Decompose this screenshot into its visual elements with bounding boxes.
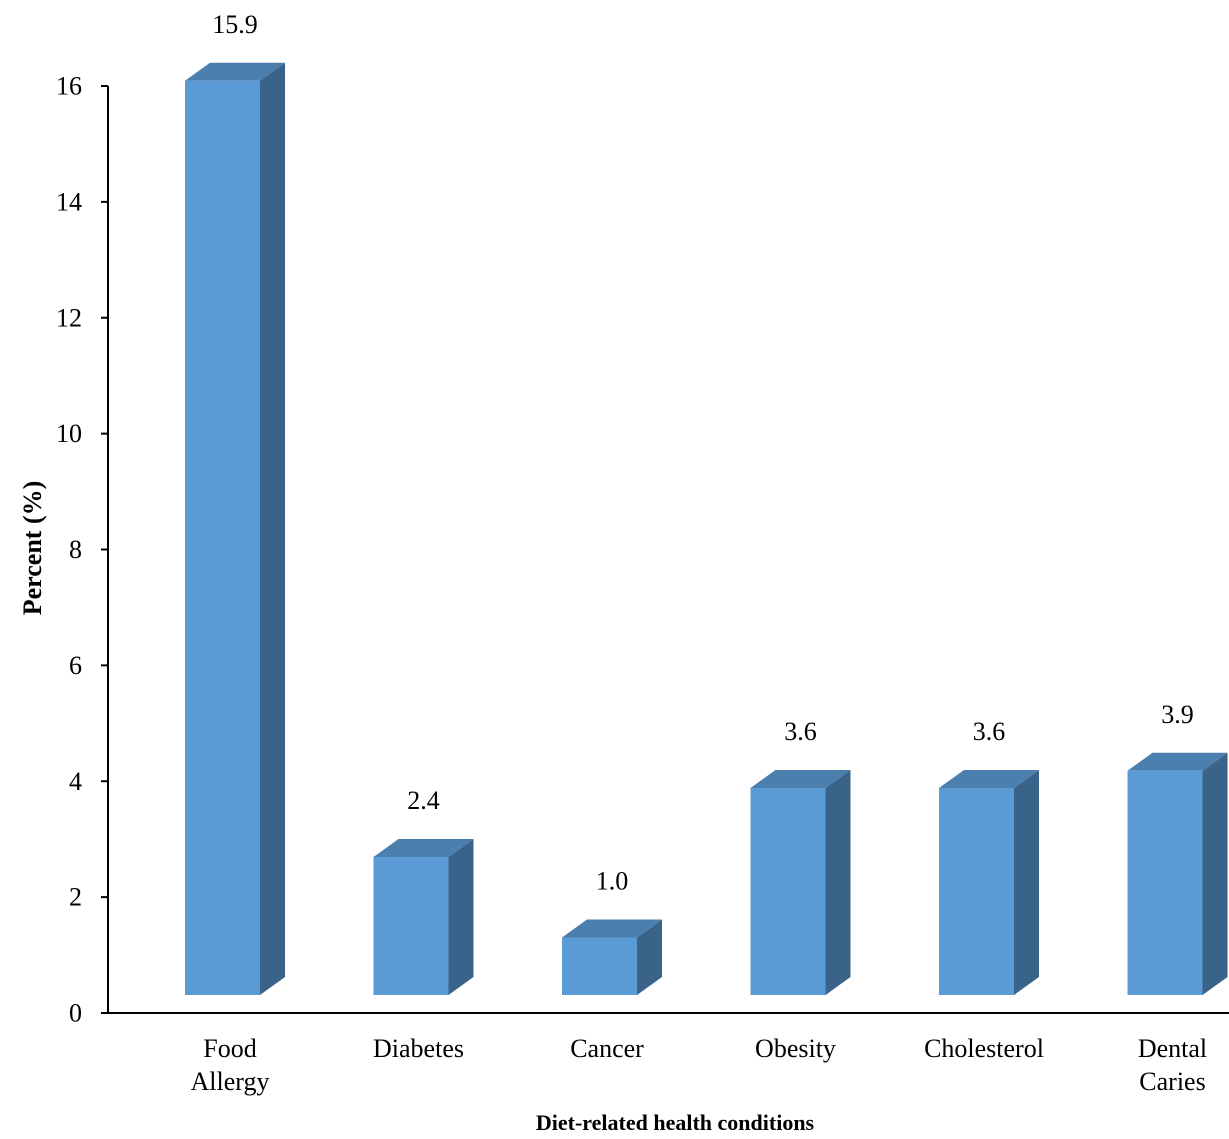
y-tick-label: 4 — [69, 767, 82, 796]
x-category-label: Food Allergy — [191, 1034, 270, 1096]
data-label: 3.6 — [973, 717, 1006, 746]
bar-6 — [1127, 752, 1228, 995]
bar-side-face — [1202, 752, 1228, 995]
bar-side-face — [825, 770, 851, 995]
y-tick-label: 16 — [56, 72, 82, 101]
y-axis-title: Percent (%) — [18, 481, 47, 616]
bar-side-face — [448, 839, 474, 995]
x-axis: Food Allergy Diabetes Cancer Obesity Choleste… — [108, 1012, 1229, 1096]
y-tick-label: 0 — [69, 999, 82, 1028]
bars-group: 15.9 2.4 1.0 3.6 3.6 3.9 — [185, 10, 1228, 995]
bar-3 — [562, 919, 662, 995]
y-tick-label: 14 — [56, 187, 82, 216]
bar-side-face — [1014, 770, 1039, 995]
y-tick-label: 6 — [69, 651, 82, 680]
bar-top-face — [1127, 752, 1228, 771]
bar-front-face — [185, 80, 260, 995]
x-category-label: Cholesterol — [924, 1034, 1044, 1063]
bar-4 — [750, 770, 851, 995]
x-axis-title: Diet-related health conditions — [536, 1110, 815, 1135]
bar-side-face — [260, 62, 285, 995]
bar-2 — [373, 839, 474, 995]
data-label: 1.0 — [596, 867, 629, 896]
y-tick-label: 8 — [69, 535, 82, 564]
bar-top-face — [373, 839, 474, 857]
bar-1 — [185, 62, 285, 995]
bar-top-face — [562, 919, 662, 938]
bar-front-face — [1127, 770, 1203, 995]
data-label: 2.4 — [407, 786, 440, 815]
data-label: 15.9 — [212, 10, 258, 39]
bar-front-face — [750, 788, 826, 995]
bar-front-face — [373, 857, 449, 995]
bar-front-face — [939, 788, 1014, 995]
y-axis: 0 2 4 6 8 10 12 14 16 — [56, 72, 109, 1028]
bar-front-face — [562, 937, 637, 995]
y-tick-label: 10 — [56, 419, 82, 448]
bar-top-face — [939, 770, 1039, 788]
bar-side-face — [637, 919, 662, 995]
bar-top-face — [185, 62, 285, 81]
data-label: 3.6 — [784, 717, 817, 746]
x-category-label: Obesity — [755, 1034, 836, 1063]
x-category-label: Dental Caries — [1138, 1034, 1207, 1096]
x-category-label: Diabetes — [373, 1034, 464, 1063]
x-category-label: Cancer — [570, 1034, 644, 1063]
bar-top-face — [750, 770, 851, 788]
bar-5 — [939, 770, 1039, 995]
y-tick-label: 2 — [69, 883, 82, 912]
data-label: 3.9 — [1161, 700, 1194, 729]
y-tick-label: 12 — [56, 303, 82, 332]
